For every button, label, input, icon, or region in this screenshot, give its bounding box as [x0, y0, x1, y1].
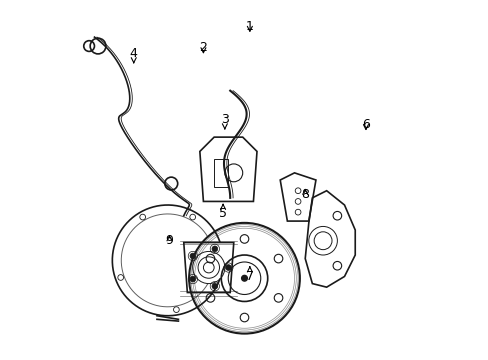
Text: 2: 2 [199, 41, 207, 54]
Text: 5: 5 [219, 204, 226, 220]
Circle shape [212, 246, 217, 252]
Text: 8: 8 [301, 188, 308, 201]
Text: 9: 9 [165, 234, 173, 247]
Text: 4: 4 [129, 47, 138, 63]
Circle shape [225, 265, 231, 270]
Text: 1: 1 [245, 20, 253, 33]
Text: 7: 7 [245, 267, 253, 283]
Circle shape [190, 253, 195, 259]
Text: 3: 3 [221, 113, 228, 129]
Circle shape [190, 276, 195, 282]
Circle shape [212, 283, 217, 289]
Text: 6: 6 [361, 118, 369, 131]
Circle shape [241, 275, 247, 281]
